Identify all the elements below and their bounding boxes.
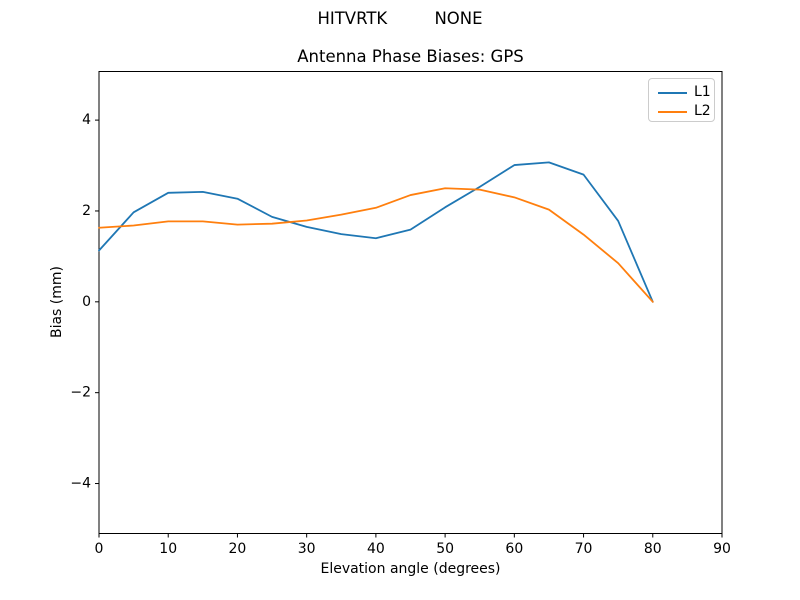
- x-tick-label: 0: [95, 541, 104, 557]
- x-tick-label: 80: [644, 541, 662, 557]
- series-line-L1: [98, 161, 654, 303]
- legend-label-L2: L2: [694, 103, 711, 119]
- series-line-L2: [98, 187, 654, 303]
- y-tick-label: −2: [70, 385, 91, 401]
- x-tick-label: 20: [229, 541, 247, 557]
- x-tick-label: 40: [367, 541, 385, 557]
- x-tick-label: 50: [436, 541, 454, 557]
- x-axis-label: Elevation angle (degrees): [320, 561, 501, 577]
- y-tick-label: 2: [82, 203, 91, 219]
- legend: L1 L2: [648, 78, 715, 122]
- x-tick-label: 70: [575, 541, 593, 557]
- legend-entry-L2: L2: [658, 102, 714, 121]
- legend-line-sample-L1: [658, 91, 687, 94]
- legend-label-L1: L1: [694, 84, 711, 100]
- legend-line-sample-L2: [658, 110, 687, 113]
- y-axis-label: Bias (mm): [49, 265, 65, 339]
- suptitle: HITVRTK NONE: [317, 9, 483, 28]
- legend-entry-L1: L1: [658, 83, 714, 102]
- y-tick-label: 4: [82, 112, 91, 128]
- axes-title: Antenna Phase Biases: GPS: [297, 47, 524, 66]
- x-tick-label: 10: [159, 541, 177, 557]
- x-tick-label: 90: [713, 541, 731, 557]
- y-tick-label: −4: [70, 476, 91, 492]
- x-tick-label: 60: [505, 541, 523, 557]
- axes-frame: [98, 71, 723, 534]
- x-tick-label: 30: [298, 541, 316, 557]
- y-tick-label: 0: [82, 294, 91, 310]
